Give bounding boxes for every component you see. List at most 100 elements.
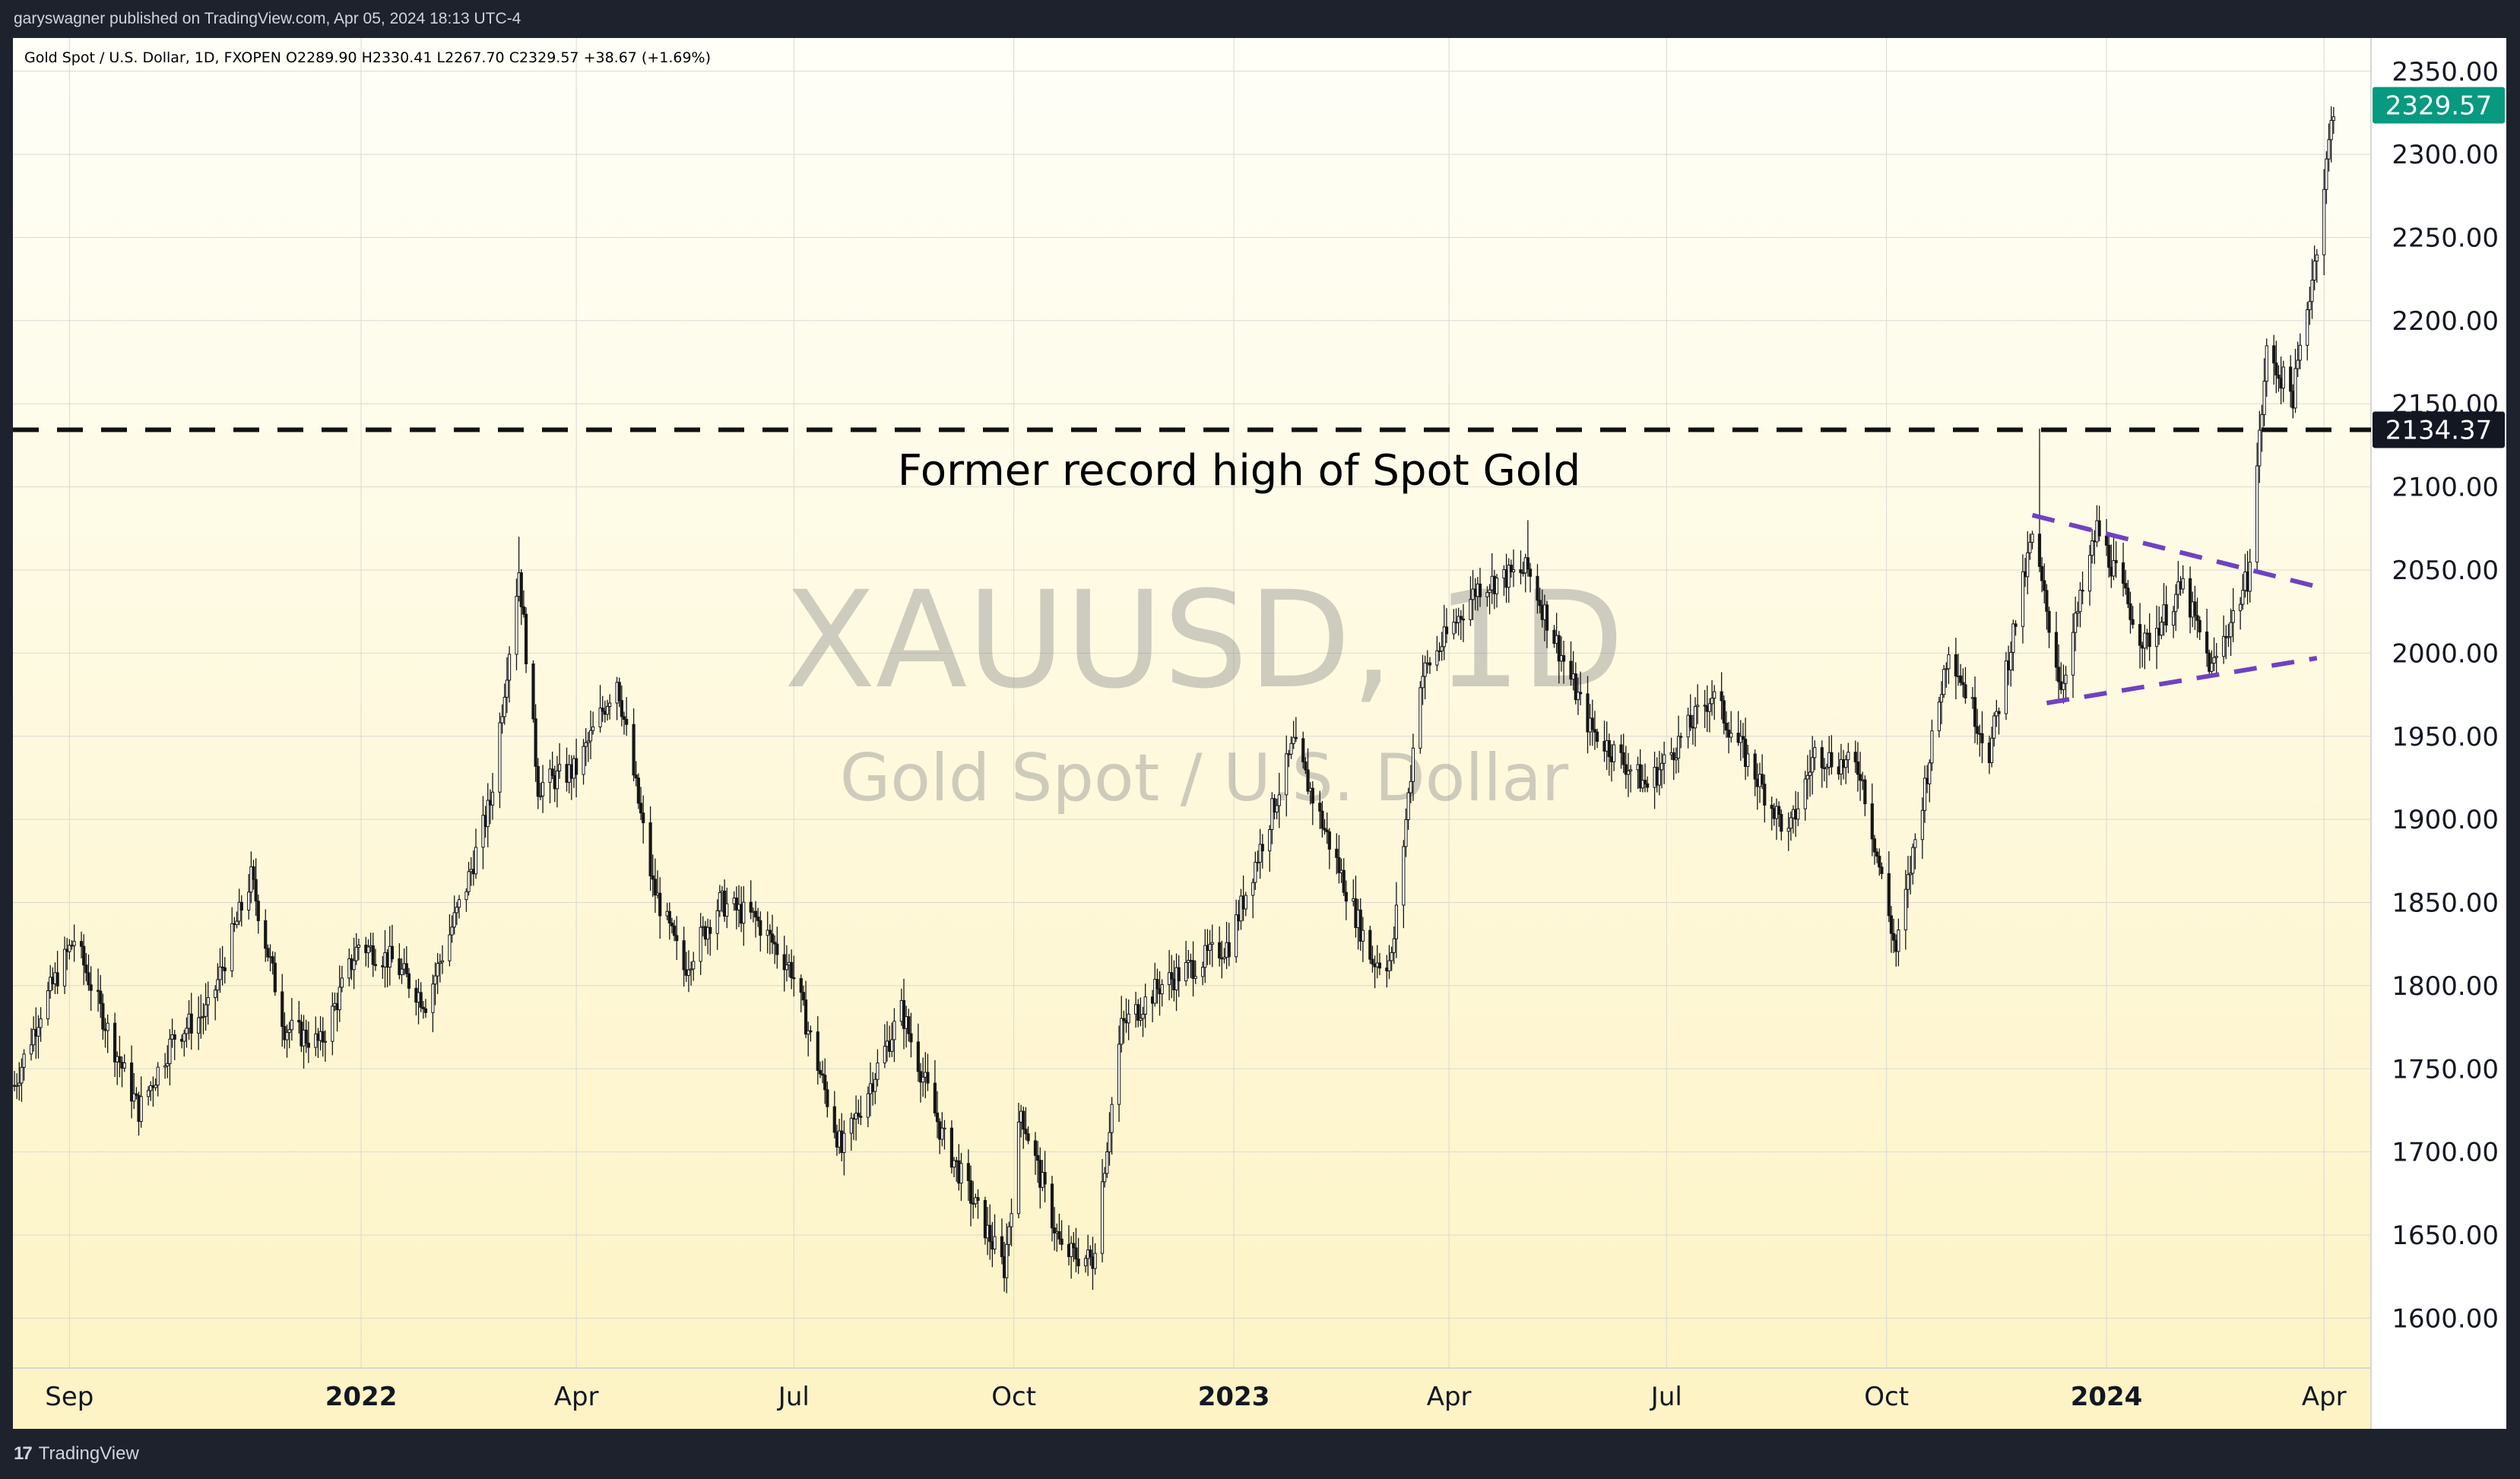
candle-body <box>1511 569 1516 572</box>
candle-body <box>907 1016 911 1034</box>
candle-body <box>1026 1133 1030 1142</box>
candle-body <box>1696 705 1700 708</box>
candle-body <box>1452 622 1456 635</box>
candle-body <box>1761 774 1764 785</box>
candle-body <box>1160 984 1164 995</box>
candle-body <box>321 1031 325 1043</box>
candle-body <box>952 1160 956 1168</box>
candle-body <box>2241 590 2245 605</box>
candle-body <box>1679 736 1683 738</box>
triangle-lower-trendline <box>2046 655 2318 705</box>
candle-body <box>1808 771 1812 776</box>
candle-body <box>892 1021 896 1040</box>
candle-body <box>130 1063 134 1102</box>
candle-body <box>113 1022 117 1063</box>
candle-body <box>331 1006 334 1042</box>
candle-body <box>909 1033 913 1043</box>
candle-body <box>1208 943 1212 951</box>
candle-body <box>1371 958 1374 964</box>
tradingview-footer[interactable]: 17 TradingView <box>0 1429 2520 1479</box>
candle-body <box>820 1073 825 1076</box>
candle-body <box>2097 520 2101 537</box>
candle-body <box>2272 345 2276 364</box>
candle-body <box>2143 632 2147 649</box>
candle-body <box>1392 938 1396 953</box>
chart-frame: XAUUSD, 1D Gold Spot / U.S. Dollar Forme… <box>12 38 2506 1429</box>
candle-body <box>1235 914 1238 958</box>
candle-body <box>1920 809 1924 841</box>
candle-body <box>297 1019 301 1023</box>
candle-body <box>1892 933 1896 941</box>
price-chart[interactable]: XAUUSD, 1D Gold Spot / U.S. Dollar Forme… <box>12 38 2506 1429</box>
candle-body <box>524 613 528 665</box>
candle-body <box>2274 363 2278 375</box>
candle-body <box>1335 848 1339 858</box>
candle-body <box>2074 613 2078 633</box>
candle-body <box>536 765 540 797</box>
candle-body <box>2129 603 2132 620</box>
candle-body <box>968 1180 973 1204</box>
candle-body <box>801 992 806 1001</box>
candle-body <box>264 920 268 949</box>
candle-body <box>1777 806 1781 816</box>
candle-body <box>1545 604 1549 631</box>
candle-body <box>1596 731 1599 742</box>
candle-body <box>550 768 554 776</box>
candle-body <box>2028 542 2032 553</box>
candle-body <box>1961 682 1965 686</box>
candle-body <box>1060 1238 1063 1245</box>
candle-body <box>1846 752 1850 761</box>
candle-body <box>407 973 411 989</box>
candle-body <box>768 930 772 935</box>
candle-body <box>2293 368 2297 409</box>
candle-body <box>1043 1172 1047 1185</box>
candle-body <box>1638 764 1642 789</box>
candle-body <box>1786 828 1790 832</box>
candle-body <box>1488 589 1491 594</box>
candle-body <box>949 1127 954 1168</box>
candle-body <box>1136 1004 1140 1021</box>
candle-body <box>1117 1044 1121 1105</box>
candle-body <box>46 990 50 1020</box>
candle-body <box>1016 1121 1021 1215</box>
candle-body <box>1519 569 1523 574</box>
candle-body <box>883 1046 886 1064</box>
candle-body <box>1992 715 1996 739</box>
candle-body <box>1526 557 1529 570</box>
candle-body <box>2296 359 2300 369</box>
candle-body <box>338 987 341 1011</box>
candle-body <box>1108 1132 1111 1153</box>
candle-body <box>15 1085 19 1087</box>
candle-body <box>1409 781 1412 793</box>
candle-body <box>2114 560 2118 564</box>
candle-body <box>457 899 461 908</box>
candle-body <box>256 901 260 921</box>
candle-body <box>1980 733 1984 744</box>
candle-body <box>1170 972 1174 980</box>
candle-body <box>1805 774 1809 780</box>
candle-body <box>1789 817 1793 829</box>
candle-body <box>842 1132 846 1153</box>
candle-body <box>87 972 90 986</box>
candle-body <box>586 740 590 743</box>
time-tick-label: Apr <box>1427 1382 1472 1412</box>
candle-body <box>2009 651 2013 670</box>
candle-body <box>608 702 612 708</box>
candle-body <box>1193 976 1197 979</box>
time-axis[interactable]: Sep 2022 Apr Jul Oct 2023 Apr Jul Oct 2024 Apr <box>45 1382 2346 1412</box>
candle-body <box>433 975 437 985</box>
candle-body <box>502 696 506 717</box>
candle-body <box>281 991 284 1028</box>
candle-body <box>519 572 523 607</box>
candle-body <box>2281 366 2285 389</box>
candle-body <box>1557 635 1561 662</box>
price-axis[interactable]: 2350.002300.002250.002200.002150.002100.… <box>2392 57 2499 1335</box>
candle-body <box>163 1065 167 1068</box>
candle-body <box>1053 1227 1057 1234</box>
candle-body <box>873 1078 877 1092</box>
candle-body <box>1626 770 1631 775</box>
record-high-annotation: Former record high of Spot Gold <box>898 446 1581 496</box>
candle-body <box>2011 623 2015 653</box>
candle-body <box>1301 738 1305 762</box>
candle-body <box>147 1090 151 1097</box>
